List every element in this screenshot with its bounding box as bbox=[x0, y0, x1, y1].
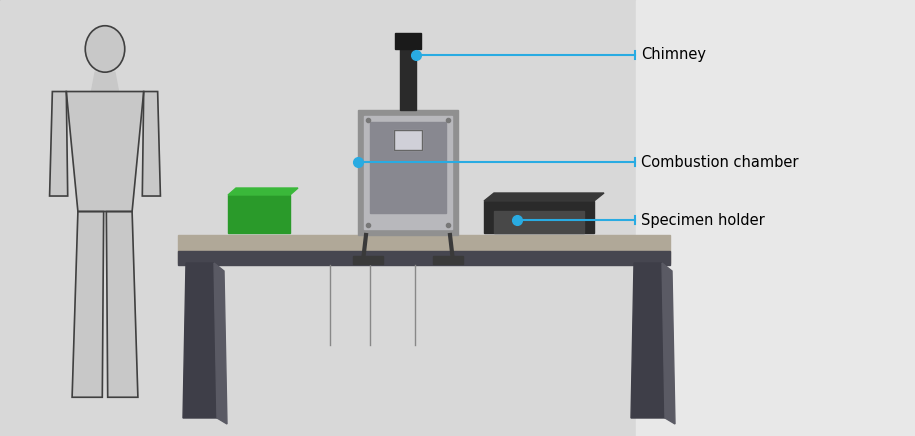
Bar bbox=[395, 33, 421, 49]
Bar bbox=[0, 0, 636, 436]
Bar bbox=[178, 251, 670, 265]
Bar bbox=[353, 256, 383, 264]
Text: Chimney: Chimney bbox=[641, 48, 706, 62]
Text: Specimen holder: Specimen holder bbox=[641, 213, 765, 228]
Bar bbox=[370, 122, 446, 213]
Polygon shape bbox=[143, 92, 160, 196]
Bar bbox=[484, 201, 594, 233]
Polygon shape bbox=[631, 263, 665, 418]
Bar bbox=[636, 0, 915, 436]
Bar bbox=[178, 235, 670, 263]
Ellipse shape bbox=[85, 26, 124, 72]
Polygon shape bbox=[183, 263, 217, 418]
Bar bbox=[400, 45, 416, 110]
Polygon shape bbox=[484, 193, 604, 201]
Polygon shape bbox=[214, 263, 227, 424]
Text: Combustion chamber: Combustion chamber bbox=[641, 155, 799, 170]
Bar bbox=[364, 116, 452, 229]
Polygon shape bbox=[66, 92, 144, 211]
Polygon shape bbox=[106, 211, 138, 397]
Bar bbox=[394, 130, 422, 150]
Bar bbox=[394, 130, 422, 150]
Bar bbox=[228, 195, 290, 233]
Polygon shape bbox=[228, 188, 298, 195]
Bar bbox=[494, 211, 584, 233]
Bar bbox=[358, 110, 458, 235]
Polygon shape bbox=[72, 211, 103, 397]
Bar bbox=[433, 256, 463, 264]
Polygon shape bbox=[92, 72, 119, 92]
Polygon shape bbox=[49, 92, 68, 196]
Polygon shape bbox=[662, 263, 675, 424]
